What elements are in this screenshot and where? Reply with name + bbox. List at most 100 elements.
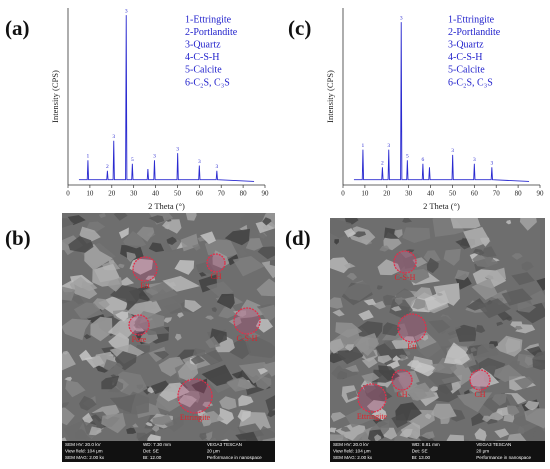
sem-grain [524, 408, 545, 429]
legend-entry: 5-Calcite [185, 65, 222, 76]
legend-entry: 1-Ettringite [185, 14, 232, 25]
sem-grain [90, 316, 113, 342]
info-text: SEM HV: 20.0 kV [65, 442, 102, 447]
sem-grain [148, 215, 165, 224]
annotation-label: Pore [132, 335, 147, 344]
sem-grain [115, 311, 129, 322]
x-tick-label: 90 [262, 190, 270, 198]
sem-grain [330, 412, 346, 422]
peak-label: 3 [451, 148, 454, 154]
xrd-pattern [78, 15, 255, 182]
info-text: SEM HV: 20.0 kV [333, 442, 370, 447]
peak-label: 3 [125, 8, 128, 14]
sem-image [62, 213, 275, 462]
sem-grain [346, 390, 358, 400]
peak-label: 3 [473, 157, 476, 163]
sem-grain [529, 290, 545, 305]
sem-grain [199, 432, 207, 441]
sem-grain [402, 218, 412, 223]
sem-grain [62, 286, 76, 301]
sem-grain [191, 378, 207, 394]
sem-grain [357, 321, 383, 339]
x-tick-label: 70 [493, 190, 501, 198]
sem-grain [408, 387, 428, 401]
sem-grain [511, 253, 523, 260]
sem-grain [344, 228, 356, 238]
x-tick-label: 90 [537, 190, 545, 198]
sem-grain [65, 380, 86, 398]
sem-grain [482, 415, 492, 423]
sem-grain [120, 245, 144, 261]
sem-grain [155, 393, 181, 412]
sem-grain [477, 298, 511, 319]
annotation-label: C-S-H [395, 273, 416, 282]
sem-grain [64, 376, 72, 382]
sem-grain [118, 227, 129, 239]
sem-grain [345, 407, 374, 428]
annotation-circle [128, 314, 150, 336]
sem-grain [361, 372, 380, 384]
legend-entry: 6-C₂S, C₃S [448, 77, 493, 88]
sem-grain [226, 376, 256, 392]
sem-grain [472, 251, 499, 268]
sem-grain [152, 413, 173, 426]
sem-grain [394, 288, 415, 299]
legend-entry: 2-Portlandite [448, 27, 501, 38]
sem-grain [331, 362, 359, 380]
sem-grain [79, 349, 93, 361]
annotation-circle [206, 253, 226, 273]
sem-texture [62, 213, 275, 462]
sem-grain [256, 278, 275, 297]
sem-grain [164, 223, 170, 230]
sem-grain [377, 259, 401, 276]
sem-grain [62, 318, 92, 341]
sem-grain [229, 338, 252, 360]
sem-grain [245, 336, 275, 359]
annotation-circle [397, 313, 427, 343]
peak-label: 3 [215, 164, 218, 170]
info-text: 20 μm [476, 449, 489, 454]
peak-label: 3 [112, 134, 115, 140]
info-bar [62, 441, 275, 462]
x-tick-label: 30 [130, 190, 138, 198]
panel-label: (a) [5, 16, 30, 40]
sem-grain [330, 427, 337, 433]
sem-grain [177, 312, 184, 318]
sem-grain [166, 236, 177, 245]
sem-grain [162, 219, 182, 234]
sem-grain [443, 248, 461, 266]
sem-grain [142, 282, 178, 303]
sem-grain [426, 257, 439, 274]
sem-grain [211, 307, 217, 313]
annotation-label: Ettringite [180, 413, 211, 422]
legend-entry: 4-C-S-H [185, 52, 219, 63]
sem-grain [457, 392, 493, 413]
info-text: Performance in nanospace [207, 455, 262, 460]
sem-grain [81, 281, 98, 292]
sem-grain [334, 239, 339, 245]
sem-grain [126, 427, 137, 434]
sem-grain [454, 269, 470, 281]
sem-grain [514, 376, 535, 390]
sem-grain [505, 338, 521, 354]
sem-grain [389, 299, 413, 319]
sem-grain [379, 245, 390, 252]
sem-grain [118, 263, 125, 269]
sem-texture [330, 218, 545, 462]
sem-grain [335, 322, 363, 338]
sem-grain [185, 213, 197, 221]
sem-grain [471, 412, 488, 427]
sem-grain [503, 413, 515, 423]
peak-label: 2 [381, 161, 384, 167]
sem-grain [129, 258, 153, 275]
annotation-circle [177, 378, 213, 414]
sem-grain [62, 402, 70, 408]
info-text: WD: 8.81 mm [412, 442, 440, 447]
sem-grain [233, 310, 247, 317]
info-text: Performance in nanospace [476, 455, 531, 460]
sem-grain [472, 248, 485, 256]
sem-grain [464, 389, 470, 395]
sem-grain [150, 380, 172, 395]
sem-grain [361, 357, 378, 369]
info-text: VEGA3 TESCAN [476, 442, 511, 447]
